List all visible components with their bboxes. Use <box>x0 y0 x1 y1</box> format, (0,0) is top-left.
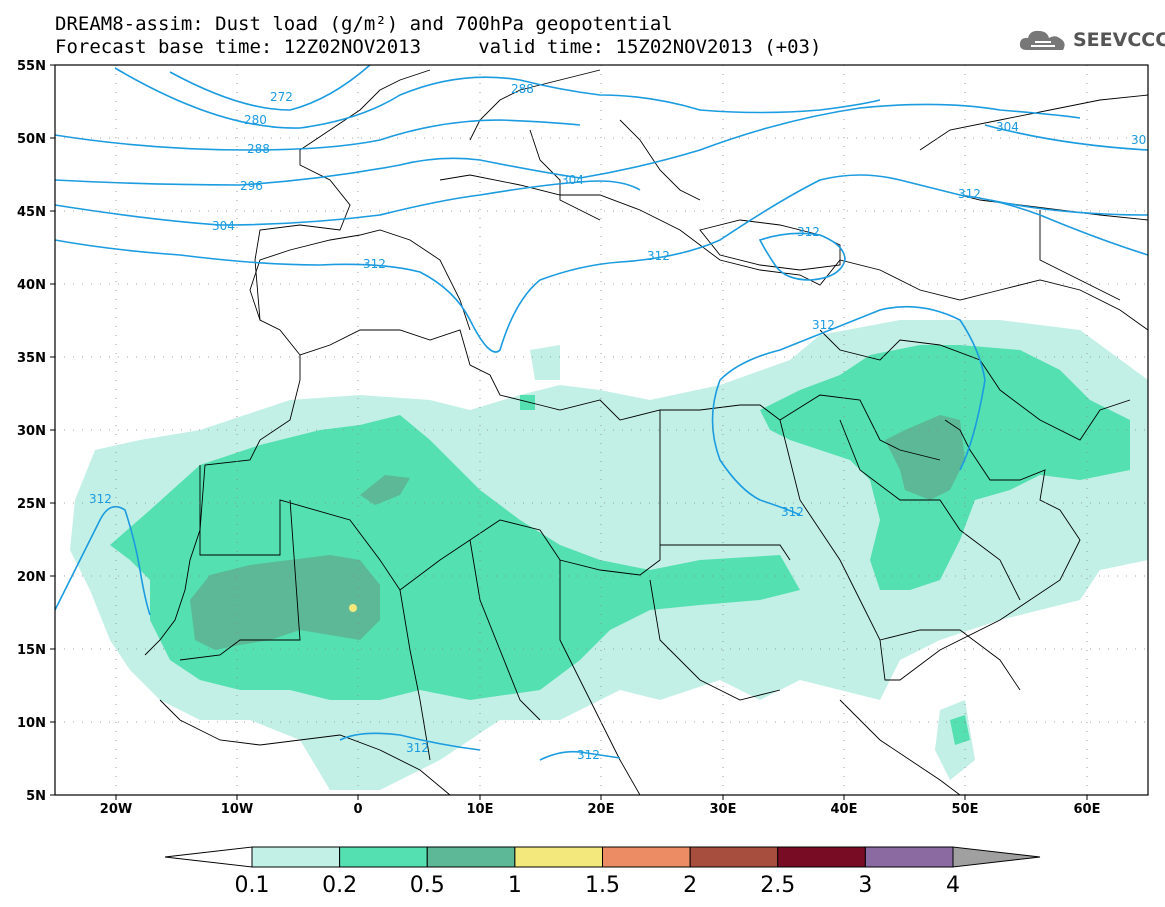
contour-label-group: 272 280 288 296 304 312 288 304 312 312 … <box>89 82 1146 762</box>
lon-tick-label: 20W <box>100 802 132 817</box>
lon-tick-label: 10E <box>467 802 494 817</box>
geopotential-contours <box>54 64 1149 761</box>
colorbar-label: 0.1 <box>235 873 270 898</box>
contour-label: 312 <box>647 249 670 263</box>
dust-shading-high <box>190 415 965 650</box>
colorbar-under-triangle <box>164 846 253 868</box>
lon-tick-label: 20E <box>588 802 615 817</box>
contour-label: 312 <box>577 748 600 762</box>
contour-label: 30 <box>1131 133 1146 147</box>
colorbar-over-triangle <box>952 846 1041 868</box>
colorbar-label: 0.5 <box>410 873 445 898</box>
contour-label: 288 <box>511 82 534 96</box>
lat-tick-label: 20N <box>17 570 46 585</box>
logo-text: SEEVCCC <box>1073 29 1165 51</box>
map-title: DREAM8-assim: Dust load (g/m²) and 700hP… <box>55 13 673 35</box>
contour-label: 288 <box>247 142 270 156</box>
contour-label: 312 <box>363 257 386 271</box>
colorbar-label: 2 <box>683 873 697 898</box>
colorbar-box <box>864 846 954 868</box>
lon-tick-label: 10W <box>221 802 253 817</box>
lat-tick-label: 5N <box>26 789 46 804</box>
colorbar-label: 1 <box>508 873 522 898</box>
contour-label: 304 <box>561 173 584 187</box>
contour-label: 272 <box>270 90 293 104</box>
contour-label: 312 <box>958 187 981 201</box>
colorbar-box <box>514 846 603 868</box>
lon-tick-label: 30E <box>710 802 737 817</box>
lon-axis: 20W 10W 0 10E 20E 30E 40E 50E 60E <box>100 802 1101 817</box>
colorbar-box <box>689 846 779 868</box>
lat-tick-label: 40N <box>17 278 46 293</box>
lat-axis: 55N 50N 45N 40N 35N 30N 25N 20N 15N 10N … <box>17 59 46 804</box>
seevccc-logo: SEEVCCC <box>1017 26 1165 54</box>
lon-tick-label: 50E <box>952 802 979 817</box>
contour-label: 312 <box>812 318 835 332</box>
colorbar-box <box>251 846 341 868</box>
dust-shading-peak <box>349 604 357 612</box>
colorbar-box <box>602 846 691 868</box>
contour-label: 296 <box>240 179 263 193</box>
lon-tick-label: 40E <box>831 802 858 817</box>
colorbar-box <box>339 846 428 868</box>
lat-tick-label: 10N <box>17 716 46 731</box>
colorbar: 0.1 0.2 0.5 1 1.5 2 2.5 3 4 <box>164 846 1041 898</box>
colorbar-label: 1.5 <box>585 873 620 898</box>
colorbar-box <box>777 846 866 868</box>
colorbar-label: 4 <box>946 873 960 898</box>
map-subtitle: Forecast base time: 12Z02NOV2013 valid t… <box>55 36 822 58</box>
lat-tick-label: 55N <box>17 59 46 74</box>
lat-tick-label: 35N <box>17 351 46 366</box>
colorbar-box <box>426 846 516 868</box>
cloud-icon <box>1019 30 1065 50</box>
lat-tick-label: 30N <box>17 424 46 439</box>
contour-label: 312 <box>781 505 804 519</box>
colorbar-label: 2.5 <box>760 873 795 898</box>
contour-label: 304 <box>212 219 235 233</box>
colorbar-label: 3 <box>858 873 872 898</box>
lat-tick-label: 25N <box>17 497 46 512</box>
contour-label: 280 <box>244 113 267 127</box>
lat-tick-label: 50N <box>17 132 46 147</box>
contour-label: 304 <box>996 120 1019 134</box>
lat-tick-label: 15N <box>17 643 46 658</box>
contour-label: 312 <box>406 741 429 755</box>
contour-label: 312 <box>89 492 112 506</box>
lat-tick-label: 45N <box>17 205 46 220</box>
contour-label: 312 <box>797 225 820 239</box>
colorbar-label: 0.2 <box>322 873 357 898</box>
lon-tick-label: 60E <box>1074 802 1101 817</box>
lon-tick-label: 0 <box>353 802 362 817</box>
